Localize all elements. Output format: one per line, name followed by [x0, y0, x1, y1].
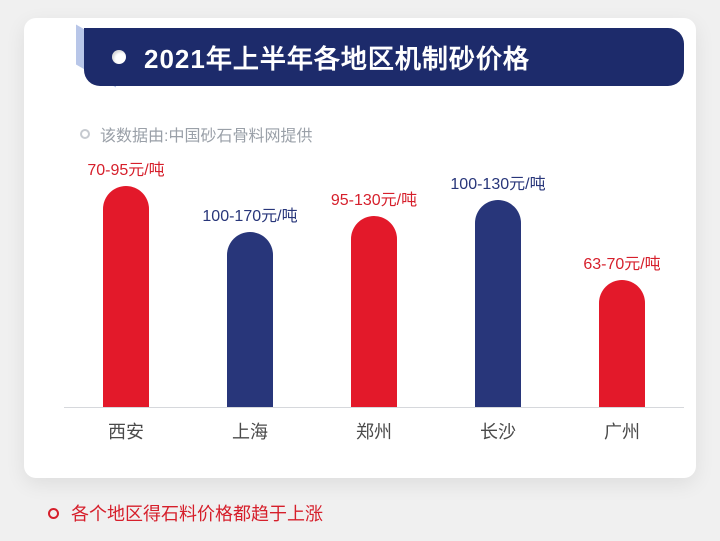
bar-column: 70-95元/吨	[86, 186, 166, 408]
x-axis-label: 广州	[582, 418, 662, 444]
bar-value-label: 63-70元/吨	[552, 250, 692, 274]
bar-chart: 70-95元/吨100-170元/吨95-130元/吨100-130元/吨63-…	[64, 158, 684, 448]
bars-row: 70-95元/吨100-170元/吨95-130元/吨100-130元/吨63-…	[64, 158, 684, 408]
x-axis-label: 西安	[86, 418, 166, 444]
bar-column: 100-170元/吨	[210, 232, 290, 408]
bar-value-label: 70-95元/吨	[56, 156, 196, 180]
bar-column: 63-70元/吨	[582, 280, 662, 408]
x-axis-label: 长沙	[458, 418, 538, 444]
bar	[351, 216, 397, 408]
source-bullet-icon	[80, 129, 90, 139]
footer-bullet-icon	[48, 508, 59, 519]
banner-body: 2021年上半年各地区机制砂价格	[84, 28, 684, 86]
x-axis-labels: 西安 上海 郑州 长沙 广州	[64, 414, 684, 448]
bar-value-label: 100-170元/吨	[180, 202, 320, 226]
bar	[227, 232, 273, 408]
bar	[599, 280, 645, 408]
chart-card: 2021年上半年各地区机制砂价格 该数据由:中国砂石骨料网提供 70-95元/吨…	[24, 18, 696, 478]
chart-baseline	[64, 407, 684, 408]
data-source-text: 该数据由:中国砂石骨料网提供	[100, 122, 312, 146]
x-axis-label: 郑州	[334, 418, 414, 444]
x-axis-label: 上海	[210, 418, 290, 444]
bar-value-label: 100-130元/吨	[428, 170, 568, 194]
banner-bullet-icon	[112, 50, 126, 64]
title-banner: 2021年上半年各地区机制砂价格	[84, 28, 684, 96]
bar-column: 100-130元/吨	[458, 200, 538, 408]
bar	[103, 186, 149, 408]
bar	[475, 200, 521, 408]
footer-note: 各个地区得石料价格都趋于上涨	[48, 500, 323, 526]
data-source-line: 该数据由:中国砂石骨料网提供	[80, 122, 312, 146]
footer-note-text: 各个地区得石料价格都趋于上涨	[71, 500, 323, 526]
bar-column: 95-130元/吨	[334, 216, 414, 408]
banner-title: 2021年上半年各地区机制砂价格	[144, 39, 530, 76]
bar-value-label: 95-130元/吨	[304, 186, 444, 210]
